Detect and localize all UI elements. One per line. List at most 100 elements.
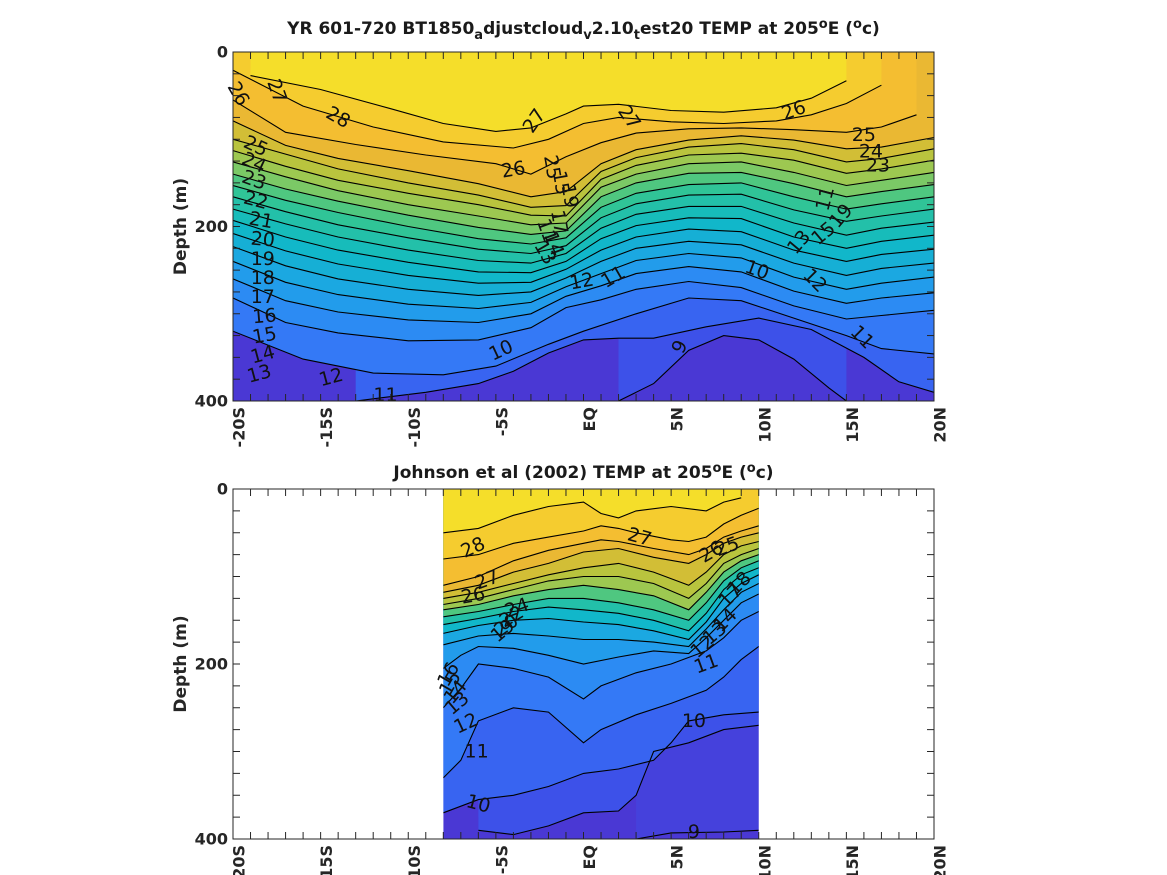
contour-line-9 [618, 335, 847, 401]
contour-label: 26 [500, 157, 528, 183]
contour-label: 26 [459, 583, 487, 609]
contour-line-12 [233, 280, 934, 342]
x-tick-label: -20S [230, 407, 249, 447]
contour-line-9 [478, 724, 759, 836]
contour-line-23 [233, 150, 934, 217]
x-tick-label: 5N [668, 407, 687, 432]
contour-line-27 [443, 507, 759, 560]
x-tick-label: 20N [931, 845, 950, 875]
x-tick-label: 10N [755, 407, 774, 443]
x-tick-label: 15N [843, 845, 862, 875]
contour-line-25 [443, 532, 759, 593]
contour-label: 11 [465, 741, 489, 763]
contour-label: 20 [250, 228, 276, 252]
contour-line-18 [233, 205, 934, 264]
contour-label: 12 [568, 269, 596, 295]
contour-line-26 [233, 99, 917, 175]
x-tick-label: 5N [668, 845, 687, 870]
contour-label: 19 [557, 182, 583, 210]
y-tick-label: 200 [195, 217, 228, 236]
contour-label: 16 [252, 304, 278, 328]
chart-title-part: t [634, 28, 640, 43]
contour-line-19 [233, 193, 934, 255]
contour-band-28 [250, 52, 847, 132]
x-tick-label: EQ [580, 407, 599, 432]
contour-label: 19 [251, 248, 275, 270]
contour-label: 17 [546, 208, 572, 236]
chart-title-part: o [853, 17, 862, 32]
y-tick-label: 400 [195, 830, 228, 849]
x-tick-label: -10S [405, 845, 424, 875]
chart-title: YR 601-720 BT1850adjustcloudv2.10test20 … [286, 17, 880, 42]
x-tick-label: 15N [843, 407, 862, 443]
x-tick-label: -5S [492, 845, 511, 874]
contour-line-25 [233, 120, 934, 198]
temperature-field [443, 489, 759, 839]
chart-title-part: E ( [721, 463, 746, 483]
contour-line-20 [233, 182, 934, 245]
contour-line-23 [443, 547, 759, 606]
contour-label: 25 [852, 124, 876, 146]
contour-label: 15 [548, 169, 574, 197]
contour-label: 15 [251, 323, 279, 349]
chart-title-part: a [474, 28, 483, 43]
contour-label: 23 [866, 154, 890, 176]
chart-title-part: o [713, 461, 722, 476]
contour-line-12 [443, 611, 759, 709]
y-axis-label: Depth (m) [171, 178, 191, 275]
contour-line-28 [250, 75, 847, 132]
y-axis-label: Depth (m) [171, 615, 191, 712]
contour-line-18 [443, 567, 759, 632]
contour-line-26 [443, 525, 759, 586]
y-tick-label: 0 [217, 480, 228, 499]
chart-title-part: c) [756, 463, 774, 483]
contour-line-16 [443, 574, 759, 641]
chart-title-part: c) [862, 19, 880, 39]
contour-label: 18 [251, 267, 275, 289]
contour-line-24 [233, 138, 934, 208]
y-tick-label: 400 [195, 392, 228, 411]
contour-line-14 [443, 583, 759, 648]
contour-line-21 [233, 171, 934, 235]
chart-title-part: Johnson et al (2002) TEMP at 205 [392, 463, 712, 483]
contour-label: 17 [251, 286, 275, 308]
contour-label: 24 [859, 140, 883, 162]
contour-line-10 [355, 317, 934, 401]
x-tick-label: EQ [580, 845, 599, 870]
x-tick-label: -15S [317, 407, 336, 447]
x-tick-label: 20N [931, 407, 950, 443]
chart-title-part: v [583, 28, 592, 43]
contour-line-14 [233, 252, 934, 310]
contour-line-20 [443, 560, 759, 621]
contour-line-13 [443, 593, 759, 669]
contour-label: 11 [373, 384, 397, 406]
contour-line-22 [233, 161, 934, 226]
contour-label: 25 [539, 153, 565, 181]
contour-line-10 [443, 711, 759, 814]
x-tick-label: -5S [492, 407, 511, 436]
y-tick-label: 200 [195, 655, 228, 674]
contour-band-28 [443, 489, 742, 533]
x-tick-label: 10N [755, 845, 774, 875]
contour-label: 10 [682, 710, 706, 732]
chart-title-part: 2.10 [592, 19, 634, 39]
chart-title-part: o [819, 17, 828, 32]
chart-title-part: est20 TEMP at 205 [640, 19, 819, 39]
temperature-field [233, 52, 934, 401]
contour-line-16 [233, 228, 934, 284]
contour-label: 9 [688, 821, 700, 843]
y-tick-label: 0 [217, 43, 228, 62]
x-tick-label: -20S [230, 845, 249, 875]
contour-line-22 [443, 554, 759, 611]
x-tick-label: -15S [317, 845, 336, 875]
chart-title-part: o [747, 461, 756, 476]
contour-line-11 [233, 297, 934, 376]
contour-label: 21 [247, 207, 275, 233]
contour-line-17 [233, 217, 934, 274]
contour-line-15 [233, 240, 934, 296]
contour-line-24 [443, 540, 759, 599]
chart-title-part: djustcloud [483, 19, 583, 39]
